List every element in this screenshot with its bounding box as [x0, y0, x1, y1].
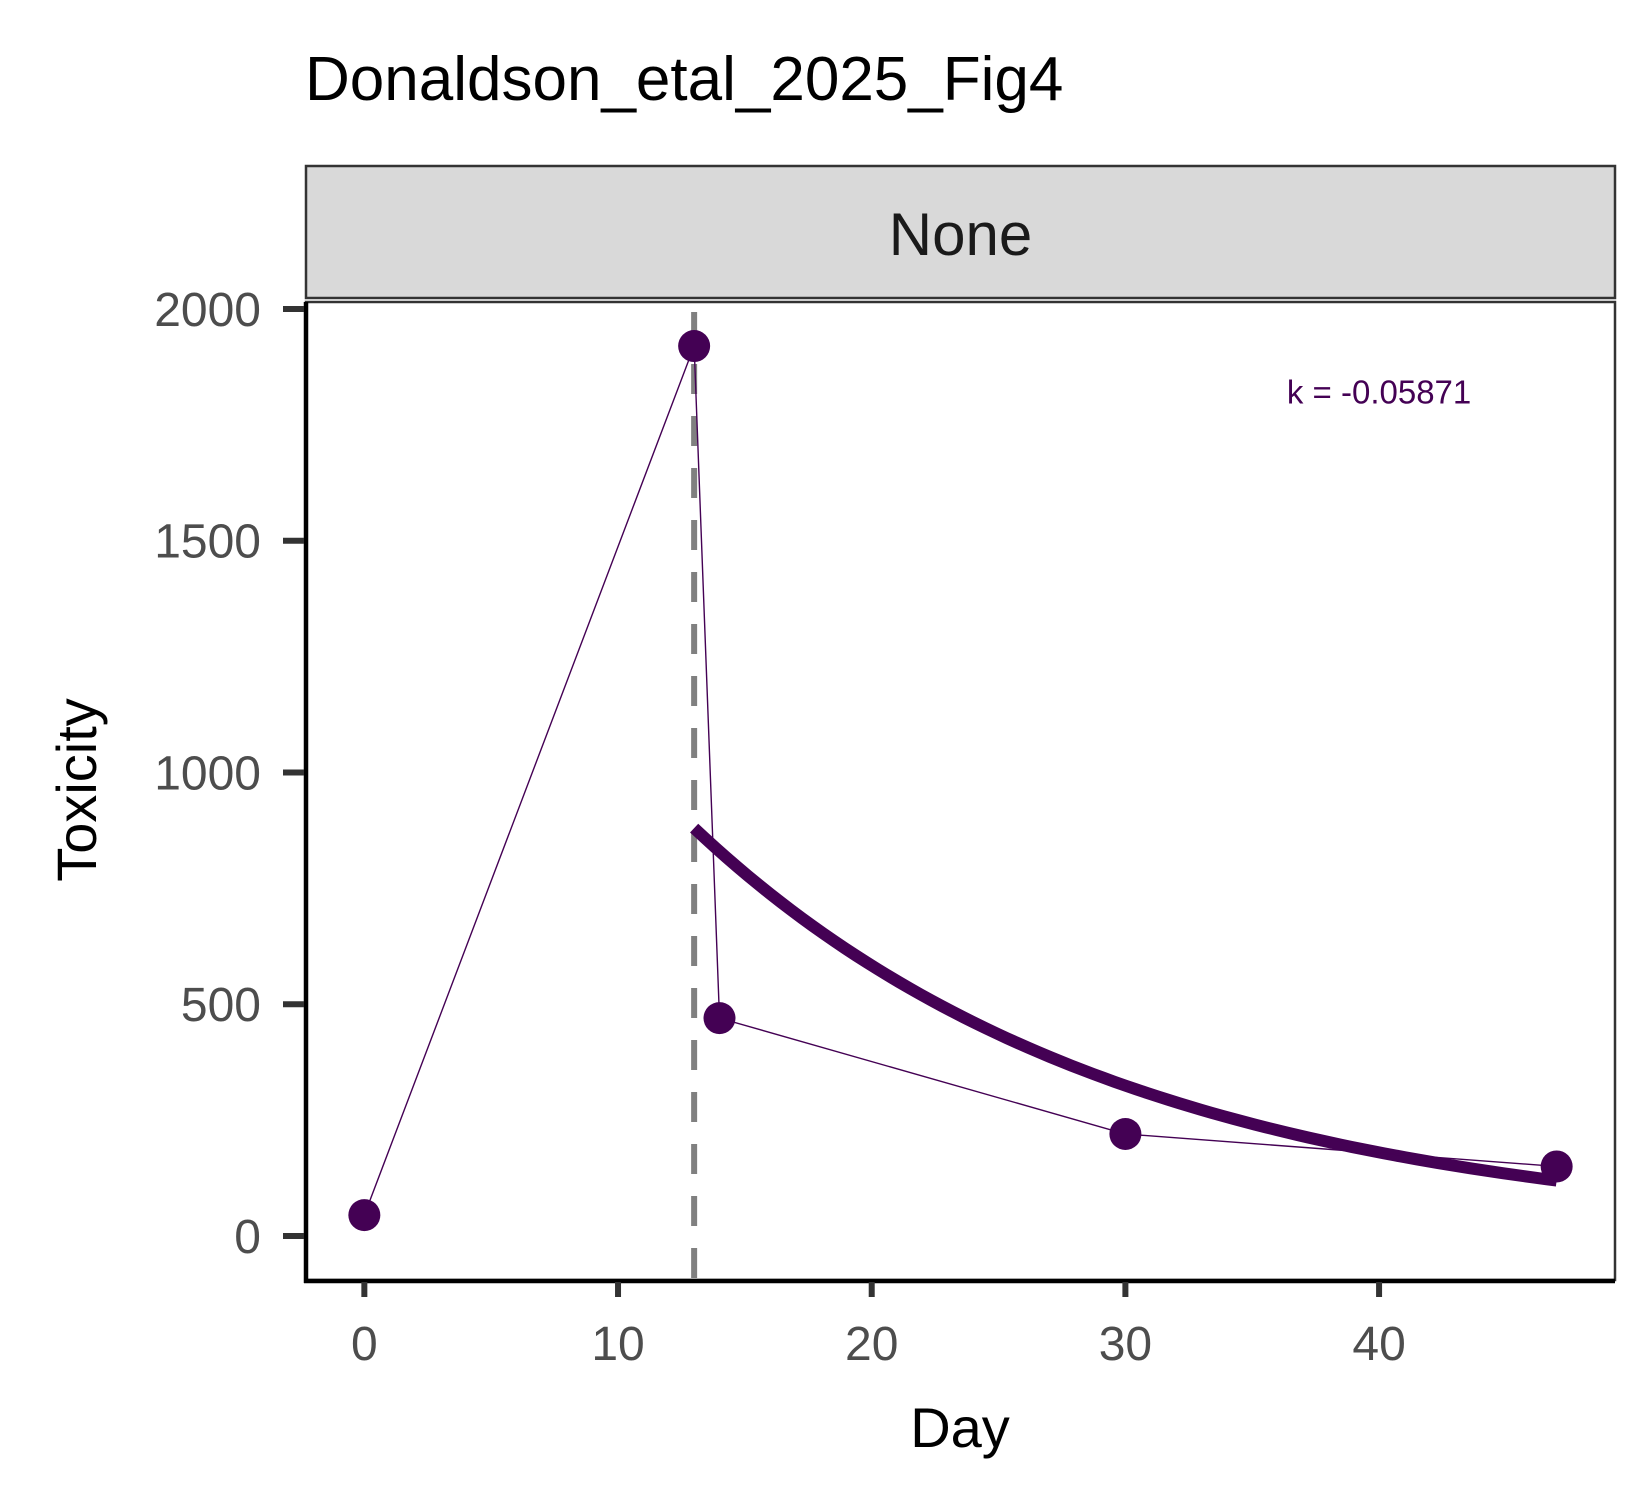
fit-curve: [690, 823, 1558, 1187]
facet-strip: [304, 164, 1617, 300]
data-point: [348, 1199, 381, 1232]
k-annotation: k = -0.05871: [1287, 373, 1471, 410]
observed-points-layer: [348, 330, 1573, 1232]
y-tick-label: 0: [234, 1211, 261, 1264]
x-tick-label: 20: [845, 1318, 898, 1371]
y-tick-label: 1500: [154, 516, 261, 569]
y-axis-ticks: 0 500 1000 1500 2000: [154, 284, 304, 1264]
fit-curve-layer: [690, 823, 1558, 1187]
x-tick-label: 40: [1352, 1318, 1405, 1371]
data-point: [703, 1002, 736, 1035]
x-tick-label: 0: [351, 1318, 378, 1371]
y-tick-label: 2000: [154, 284, 261, 337]
chart-title: Donaldson_etal_2025_Fig4: [305, 45, 1063, 114]
facet-strip-label: None: [889, 201, 1032, 268]
x-axis-ticks: 0 10 20 30 40: [351, 1282, 1406, 1371]
data-point: [1109, 1117, 1142, 1150]
x-tick-label: 10: [591, 1318, 644, 1371]
y-tick-label: 500: [181, 979, 261, 1032]
data-point: [678, 330, 711, 363]
x-axis-title: Day: [910, 1396, 1010, 1459]
y-tick-label: 1000: [154, 747, 261, 800]
annotation-layer: k = -0.05871: [1287, 373, 1471, 410]
panel-border: [304, 300, 1617, 1282]
x-tick-label: 30: [1099, 1318, 1152, 1371]
data-point: [1540, 1150, 1573, 1183]
y-axis-title: Toxicity: [45, 698, 108, 882]
